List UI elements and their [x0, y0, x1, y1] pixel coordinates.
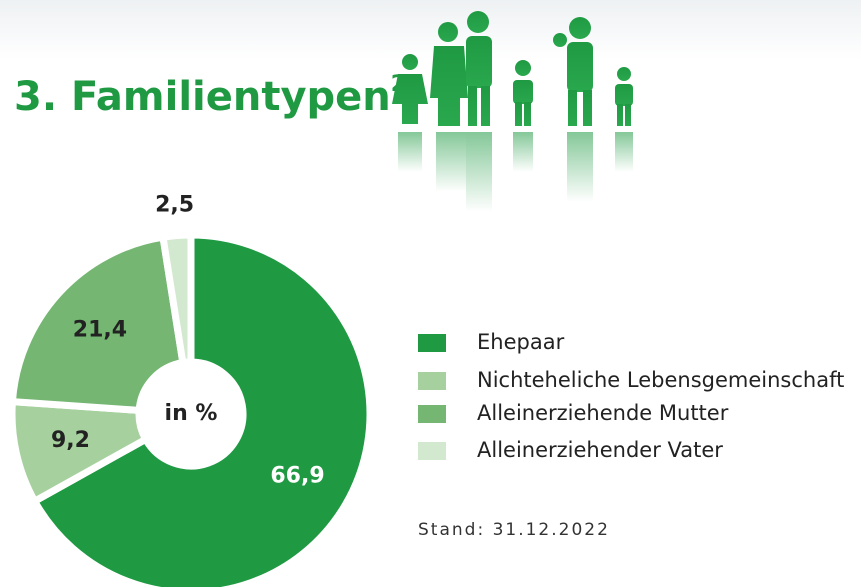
data-label: 9,2 [51, 428, 90, 453]
legend-swatch [418, 405, 446, 423]
note: Stand: 31.12.2022 [418, 520, 610, 540]
data-label: 21,4 [73, 318, 127, 343]
legend-swatch [418, 442, 446, 460]
legend-label: Alleinerziehender Vater [477, 438, 723, 462]
family-icon [392, 11, 633, 126]
legend-swatch [418, 372, 446, 390]
center-label: in % [165, 401, 218, 426]
family-reflection [398, 132, 633, 212]
legend-swatch [418, 334, 446, 352]
chart-title: 3. Familientypen2 [14, 72, 406, 120]
legend-label: Nichteheliche Lebensgemeinschaft [477, 368, 844, 392]
legend-label: Ehepaar [477, 330, 565, 354]
title-text: 3. Familientypen [14, 74, 391, 120]
donut-segment [158, 231, 195, 367]
data-label: 66,9 [270, 464, 324, 489]
data-label: 2,5 [155, 193, 194, 218]
donut-segment [29, 231, 374, 587]
donut-segment [8, 233, 187, 415]
legend-label: Alleinerziehende Mutter [477, 401, 729, 425]
